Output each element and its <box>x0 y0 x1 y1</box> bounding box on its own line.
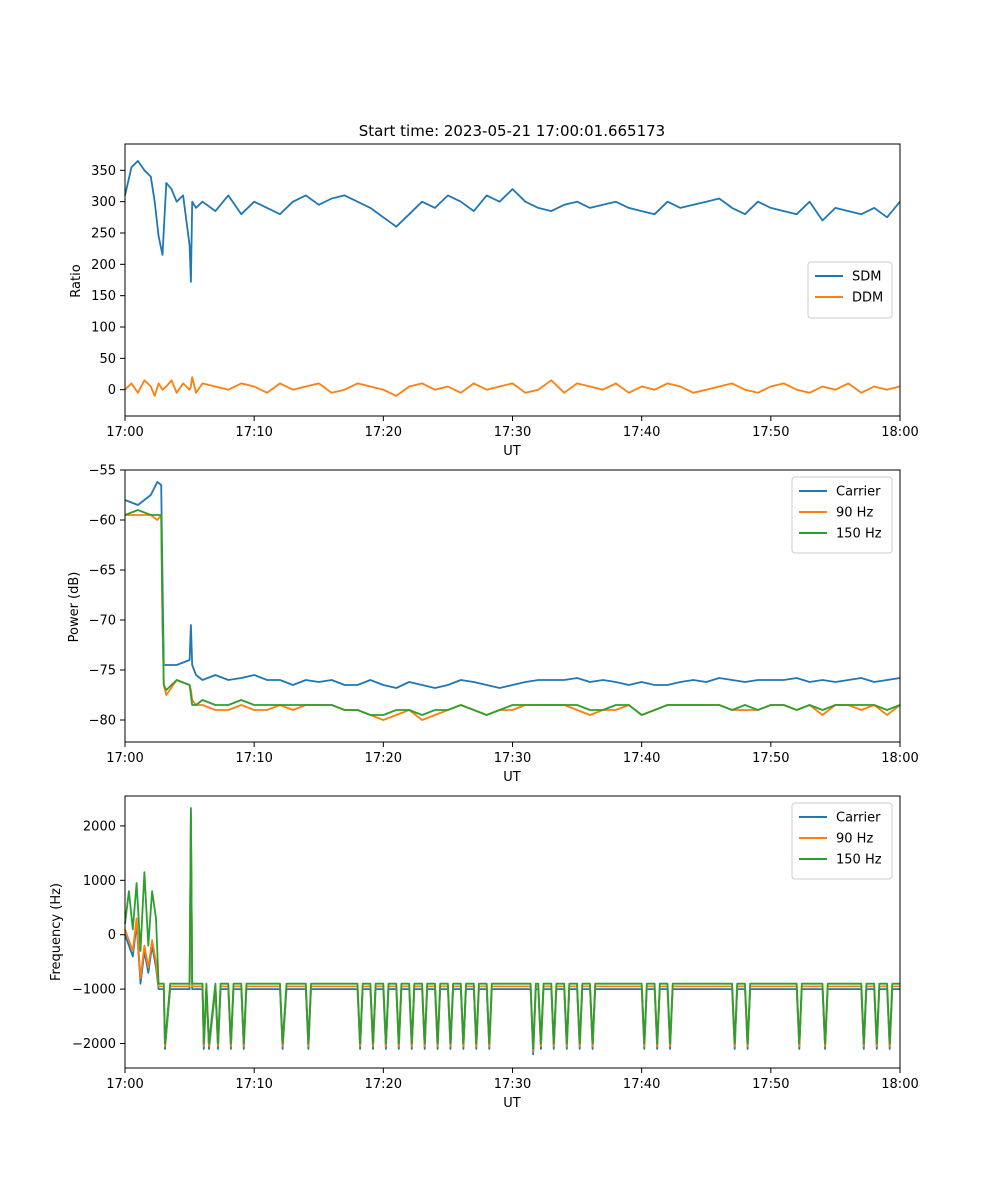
frequency-legend-label: 150 Hz <box>836 853 882 868</box>
ratio-xtick-label: 18:00 <box>881 425 918 440</box>
power-ytick-label: −80 <box>89 714 116 729</box>
power-ytick-label: −75 <box>89 664 116 679</box>
frequency-legend: Carrier 90 Hz 150 Hz <box>791 802 893 880</box>
frequency-legend-label: 90 Hz <box>836 832 873 847</box>
ratio-xtick-label: 17:40 <box>623 425 660 440</box>
power-xtick-label: 17:00 <box>106 751 143 766</box>
power-series-line-2 <box>124 509 901 716</box>
power-ytick-label: −70 <box>89 614 116 629</box>
power-ytick-label: −65 <box>89 564 116 579</box>
ratio-ytick-label: 250 <box>91 226 116 241</box>
ratio-ylabel: Ratio <box>69 264 84 297</box>
ratio-xtick-label: 17:50 <box>752 425 789 440</box>
frequency-ytick-label: 2000 <box>83 819 116 834</box>
frequency-xtick-label: 17:10 <box>235 1077 272 1092</box>
power-xtick-label: 17:40 <box>623 751 660 766</box>
power-xlabel: UT <box>503 770 521 785</box>
power-series-line-1 <box>125 514 901 721</box>
frequency-ytick-label: 0 <box>108 928 116 943</box>
ratio-ytick-label: 150 <box>91 289 116 304</box>
ratio-ytick-label: 200 <box>91 258 116 273</box>
power-xtick-label: 17:30 <box>494 751 531 766</box>
power-axes-frame <box>124 469 901 743</box>
ratio-xtick-label: 17:30 <box>494 425 531 440</box>
frequency-xtick-label: 17:30 <box>494 1077 531 1092</box>
frequency-series-line-0 <box>124 814 900 1056</box>
ratio-ytick-label: 50 <box>99 352 116 367</box>
power-ylabel: Power (dB) <box>67 572 82 643</box>
ratio-xtick-label: 17:00 <box>106 425 143 440</box>
power-legend-label: Carrier <box>836 485 881 500</box>
frequency-plot-area: 17:00 17:10 17:20 17:30 17:40 17:50 18:00 −2000… <box>72 795 919 1092</box>
frequency-ylabel: Frequency (Hz) <box>49 883 64 981</box>
power-series-line-0 <box>124 481 901 689</box>
frequency-xtick-label: 17:20 <box>365 1077 402 1092</box>
ratio-series-line-0 <box>124 159 901 283</box>
ratio-legend-label: SDM <box>852 270 881 285</box>
panel-frequency: 17:00 17:10 17:20 17:30 17:40 17:50 18:00 −2000… <box>49 795 919 1111</box>
power-plot-area: 17:00 17:10 17:20 17:30 17:40 17:50 18:00 −80 −7… <box>89 464 919 767</box>
power-legend-label: 150 Hz <box>836 527 882 542</box>
power-xtick-label: 18:00 <box>881 751 918 766</box>
panel-power: 17:00 17:10 17:20 17:30 17:40 17:50 18:00 −80 −7… <box>67 464 919 786</box>
frequency-xtick-label: 17:40 <box>623 1077 660 1092</box>
ratio-axes-frame <box>124 143 901 417</box>
panel-ratio: 17:00 17:10 17:20 17:30 17:40 17:50 18:00 0 50 10… <box>69 143 919 459</box>
ratio-xlabel: UT <box>503 444 521 459</box>
ratio-series-line-1 <box>124 376 901 397</box>
frequency-ytick-label: 1000 <box>83 874 116 889</box>
ratio-legend-label: DDM <box>852 291 883 306</box>
frequency-axes-frame <box>124 795 901 1069</box>
frequency-legend-label: Carrier <box>836 811 881 826</box>
frequency-xtick-label: 17:00 <box>106 1077 143 1092</box>
power-xtick-label: 17:10 <box>235 751 272 766</box>
ratio-ytick-label: 0 <box>108 383 116 398</box>
frequency-xtick-label: 18:00 <box>881 1077 918 1092</box>
ratio-ytick-label: 350 <box>91 164 116 179</box>
frequency-ytick-label: −2000 <box>72 1037 116 1052</box>
frequency-ytick-label: −1000 <box>72 983 116 998</box>
power-legend-label: 90 Hz <box>836 506 873 521</box>
frequency-series-line-2 <box>124 807 900 1050</box>
power-ytick-label: −60 <box>89 514 116 529</box>
ratio-plot-area: 17:00 17:10 17:20 17:30 17:40 17:50 18:00 0 50 10… <box>91 143 919 440</box>
frequency-xlabel: UT <box>503 1096 521 1111</box>
ratio-xtick-label: 17:20 <box>365 425 402 440</box>
power-ytick-label: −55 <box>89 464 116 479</box>
frequency-series-line-1 <box>124 811 900 1053</box>
frequency-xtick-label: 17:50 <box>752 1077 789 1092</box>
ratio-legend: SDM DDM <box>807 261 893 319</box>
power-xtick-label: 17:20 <box>365 751 402 766</box>
figure-title: Start time: 2023-05-21 17:00:01.665173 <box>359 122 665 140</box>
power-xtick-label: 17:50 <box>752 751 789 766</box>
ratio-xtick-label: 17:10 <box>235 425 272 440</box>
power-legend: Carrier 90 Hz 150 Hz <box>791 476 893 554</box>
ratio-ytick-label: 300 <box>91 195 116 210</box>
ratio-ytick-label: 100 <box>91 321 116 336</box>
